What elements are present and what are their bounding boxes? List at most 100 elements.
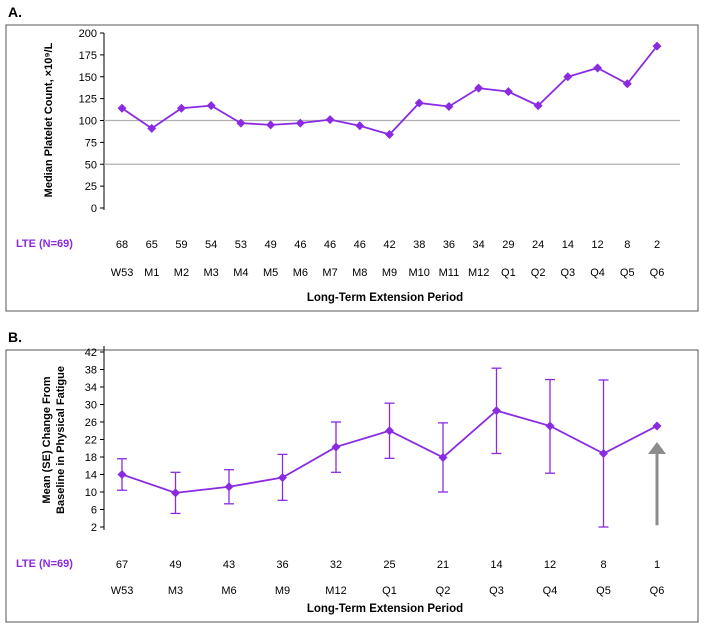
y-tick-label-22: 22 <box>85 435 97 447</box>
x-tick-label-m12: M12 <box>325 585 346 597</box>
n-value-q5: 8 <box>624 239 630 251</box>
data-point-q3 <box>492 406 501 416</box>
panel-b-n-label: LTE (N=69) <box>16 558 73 570</box>
n-value-q1: 25 <box>383 559 395 571</box>
x-tick-label-m5: M5 <box>263 267 278 279</box>
n-value-m6: 43 <box>223 559 235 571</box>
panel-a-y-ticks: 0 25 50 75 100 125 150 175 200 <box>79 28 104 215</box>
data-point-m7 <box>325 115 335 125</box>
x-tick-label-q2: Q2 <box>531 267 546 279</box>
data-point-q2 <box>438 452 448 462</box>
x-tick-label-q2: Q2 <box>436 585 451 597</box>
n-value-q3: 14 <box>490 559 502 571</box>
data-point-m3 <box>171 488 180 498</box>
series-line <box>121 45 658 136</box>
x-tick-label-q1: Q1 <box>501 267 516 279</box>
data-point-m12 <box>474 83 484 93</box>
data-point-q6 <box>652 41 662 51</box>
data-point-m9 <box>278 473 287 483</box>
n-value-q4: 12 <box>591 239 603 251</box>
n-value-q2: 24 <box>532 239 544 251</box>
x-tick-label-q1: Q1 <box>382 585 397 597</box>
panel-b-series <box>117 406 662 498</box>
n-value-m5: 49 <box>264 239 276 251</box>
panel-b-frame <box>5 349 699 623</box>
x-tick-label-w53: W53 <box>111 267 134 279</box>
n-value-m9: 42 <box>383 239 395 251</box>
x-tick-label-q6: Q6 <box>650 585 665 597</box>
data-point-w53 <box>117 470 127 479</box>
n-value-q4: 12 <box>544 559 556 571</box>
x-tick-label-q4: Q4 <box>590 267 605 279</box>
n-value-m1: 65 <box>146 239 158 251</box>
y-tick-label-2: 2 <box>91 522 97 534</box>
panel-b-x-ticks: W53 M3 M6 M9 M12 Q1 Q2 Q3 Q4 Q5 Q6 <box>111 585 665 597</box>
data-point-q1 <box>385 426 394 436</box>
x-tick-label-q3: Q3 <box>560 267 575 279</box>
y-tick-label-18: 18 <box>85 452 97 464</box>
x-tick-label-m7: M7 <box>322 267 337 279</box>
y-tick-label-75: 75 <box>85 137 97 149</box>
data-point-m5 <box>266 120 276 130</box>
y-tick-label-150: 150 <box>79 72 97 84</box>
data-point-m9 <box>385 130 394 139</box>
data-point-q4 <box>545 421 555 431</box>
y-tick-label-50: 50 <box>85 159 97 171</box>
data-point-m11 <box>444 102 454 111</box>
n-value-q6: 2 <box>654 239 660 251</box>
x-tick-label-q5: Q5 <box>620 267 635 279</box>
y-tick-label-200: 200 <box>79 28 97 40</box>
panel-b-x-axis-label: Long-Term Extension Period <box>307 603 463 615</box>
data-point-m3 <box>206 101 216 111</box>
data-point-m10 <box>414 98 424 108</box>
panel-b-n-values: 67 49 43 36 32 25 21 14 12 8 1 <box>116 559 660 571</box>
data-point-w53 <box>117 103 127 113</box>
y-tick-label-125: 125 <box>79 94 97 106</box>
x-tick-label-m8: M8 <box>352 267 367 279</box>
arrow-head <box>648 441 666 454</box>
x-tick-label-m3: M3 <box>168 585 183 597</box>
panel-a-label: A. <box>8 4 22 20</box>
x-tick-label-m4: M4 <box>233 267 248 279</box>
data-point-m8 <box>355 121 365 131</box>
n-value-q6: 1 <box>654 559 660 571</box>
panel-b-error-bars <box>117 367 609 528</box>
data-point-q2 <box>533 101 543 111</box>
x-tick-label-m10: M10 <box>409 267 430 279</box>
n-value-q1: 29 <box>502 239 514 251</box>
y-tick-label-26: 26 <box>85 417 97 429</box>
panel-a-x-ticks: W53 M1 M2 M3 M4 M5 M6 M7 M8 M9 M10 M11 M12 Q1 Q2 Q3 Q4 Q5… <box>111 267 665 279</box>
panel-a-n-label: LTE (N=69) <box>16 238 73 250</box>
panel-a-series <box>117 41 662 139</box>
data-point-m6 <box>295 118 305 128</box>
y-tick-label-34: 34 <box>85 382 97 394</box>
y-tick-label-6: 6 <box>91 505 97 517</box>
panel-b-arrow <box>648 441 666 526</box>
panel-b: B. Mean (SE) Change From Baseline in Phy… <box>5 329 699 623</box>
x-tick-label-q4: Q4 <box>543 585 558 597</box>
data-point-q6 <box>652 421 662 431</box>
panel-b-y-axis-label-line-1: Mean (SE) Change From <box>41 376 53 503</box>
panel-b-y-axis-label-line-2: Baseline in Physical Fatigue <box>55 366 67 514</box>
x-tick-label-q3: Q3 <box>489 585 504 597</box>
y-tick-label-42: 42 <box>85 347 97 359</box>
n-value-m4: 53 <box>235 239 247 251</box>
y-tick-label-14: 14 <box>85 470 97 482</box>
panel-b-label: B. <box>8 329 22 345</box>
y-tick-label-175: 175 <box>79 50 97 62</box>
data-point-q5 <box>622 79 632 89</box>
n-value-w53: 67 <box>116 559 128 571</box>
n-value-m10: 38 <box>413 239 425 251</box>
data-point-m1 <box>147 123 157 133</box>
n-value-m12: 32 <box>330 559 342 571</box>
x-tick-label-m6: M6 <box>293 267 308 279</box>
data-point-m4 <box>236 118 246 128</box>
y-tick-label-30: 30 <box>85 400 97 412</box>
n-value-m11: 36 <box>443 239 455 251</box>
y-tick-label-0: 0 <box>91 203 97 215</box>
data-point-q5 <box>599 449 608 458</box>
panel-a-x-axis-label: Long-Term Extension Period <box>307 292 463 304</box>
x-tick-label-w53: W53 <box>111 585 134 597</box>
